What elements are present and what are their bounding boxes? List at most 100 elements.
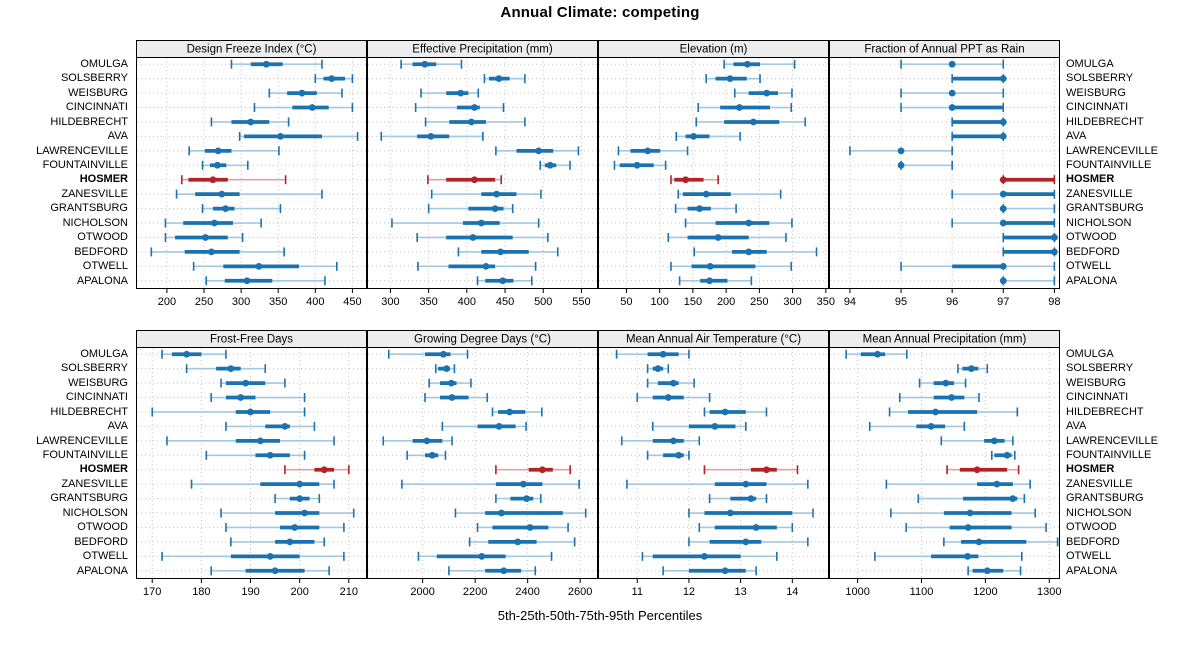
median-dot xyxy=(491,205,499,212)
site-label-left: OTWELL xyxy=(82,550,128,563)
median-dot xyxy=(964,552,971,560)
median-dot xyxy=(526,524,534,531)
median-dot xyxy=(633,161,641,169)
site-label-right: OMULGA xyxy=(1066,347,1114,360)
axis-tick-label: 1300 xyxy=(1037,586,1061,598)
median-dot xyxy=(493,190,501,198)
axis-tick-label: 2200 xyxy=(463,586,487,598)
median-dot xyxy=(690,133,697,140)
site-label-right: AVA xyxy=(1066,420,1087,433)
median-dot xyxy=(967,365,975,373)
median-dot xyxy=(975,538,983,546)
median-dot xyxy=(874,350,881,358)
median-dot xyxy=(514,538,522,546)
site-label-left: NICHOLSON xyxy=(62,506,128,519)
median-dot xyxy=(482,262,490,270)
median-dot xyxy=(948,89,956,97)
axis-tick-label: 95 xyxy=(895,296,907,308)
median-dot xyxy=(736,104,743,111)
median-dot xyxy=(523,495,531,502)
median-dot xyxy=(255,262,263,270)
median-dot xyxy=(242,379,250,387)
median-dot xyxy=(277,133,284,140)
median-dot xyxy=(999,205,1007,212)
median-dot xyxy=(281,423,289,430)
median-dot xyxy=(999,176,1007,184)
median-dot xyxy=(478,552,486,560)
median-dot xyxy=(999,219,1007,227)
median-dot xyxy=(448,394,456,401)
axis-tick-label: 500 xyxy=(534,296,552,308)
strip-title: Frost-Free Days xyxy=(210,334,293,346)
site-label-left: GRANTSBURG xyxy=(50,492,128,505)
site-label-left: GRANTSBURG xyxy=(50,202,128,215)
panel-band-2: OMULGA SOLSBERRY WEISBURG CINCINNATI HILDEBR… xyxy=(0,330,1200,604)
site-label-left: ZANESVILLE xyxy=(61,477,128,490)
median-dot xyxy=(243,277,251,285)
axis-tick-label: 300 xyxy=(783,296,801,308)
median-dot xyxy=(471,176,478,184)
median-dot xyxy=(749,118,757,126)
median-dot xyxy=(1009,495,1017,502)
site-label-right: APALONA xyxy=(1066,564,1118,577)
axis-caption: 5th-25th-50th-75th-95th Percentiles xyxy=(497,608,703,623)
site-label-left: HILDEBRECHT xyxy=(50,115,128,128)
axis-tick-label: 1100 xyxy=(910,586,934,598)
axis-tick-label: 2000 xyxy=(410,586,434,598)
median-dot xyxy=(286,538,294,546)
median-dot xyxy=(927,423,935,430)
site-label-left: WEISBURG xyxy=(68,86,128,99)
median-dot xyxy=(1050,234,1058,241)
median-dot xyxy=(702,190,710,198)
median-dot xyxy=(495,423,503,430)
axis-tick-label: 250 xyxy=(750,296,768,308)
site-label-right: ZANESVILLE xyxy=(1066,477,1133,490)
axis-tick-label: 50 xyxy=(620,296,632,308)
site-label-right: GRANTSBURG xyxy=(1066,492,1144,505)
median-dot xyxy=(320,466,328,474)
median-dot xyxy=(932,408,939,416)
axis-tick-label: 350 xyxy=(419,296,437,308)
median-dot xyxy=(209,176,217,184)
median-dot xyxy=(999,262,1007,270)
panel-band-1: OMULGA SOLSBERRY WEISBURG CINCINNATI HILDEBR… xyxy=(0,40,1200,314)
axis-tick-label: 100 xyxy=(650,296,668,308)
median-dot xyxy=(308,104,316,111)
median-dot xyxy=(218,190,226,198)
median-dot xyxy=(328,75,336,83)
site-label-left: OTWOOD xyxy=(77,231,128,244)
median-dot xyxy=(966,509,974,517)
median-dot xyxy=(670,437,677,445)
median-dot xyxy=(744,60,751,68)
median-dot xyxy=(208,248,215,256)
median-dot xyxy=(266,451,274,459)
median-dot xyxy=(1050,248,1058,256)
median-dot xyxy=(427,133,435,140)
median-dot xyxy=(262,60,270,68)
median-dot xyxy=(706,262,714,270)
median-dot xyxy=(183,350,191,358)
median-dot xyxy=(745,248,753,256)
site-label-right: WEISBURG xyxy=(1066,376,1126,389)
site-label-right: BEDFORD xyxy=(1066,245,1120,258)
site-label-right: LAWRENCEVILLE xyxy=(1066,434,1158,447)
median-dot xyxy=(742,538,750,546)
axis-tick-label: 2400 xyxy=(515,586,539,598)
median-dot xyxy=(296,480,304,488)
median-dot xyxy=(469,234,477,241)
site-label-right: ZANESVILLE xyxy=(1066,187,1133,200)
site-label-left: NICHOLSON xyxy=(62,216,128,229)
median-dot xyxy=(670,379,677,387)
median-dot xyxy=(296,495,304,502)
site-label-left: CINCINNATI xyxy=(65,391,128,404)
axis-tick-label: 450 xyxy=(343,296,361,308)
site-label-right: OTWOOD xyxy=(1066,521,1117,534)
median-dot xyxy=(247,408,254,416)
median-dot xyxy=(701,552,708,560)
median-dot xyxy=(1003,451,1011,459)
chart-title: Annual Climate: competing xyxy=(500,4,700,21)
median-dot xyxy=(506,408,513,416)
axis-tick-label: 2600 xyxy=(568,586,592,598)
axis-tick-label: 350 xyxy=(269,296,287,308)
median-dot xyxy=(421,60,429,68)
